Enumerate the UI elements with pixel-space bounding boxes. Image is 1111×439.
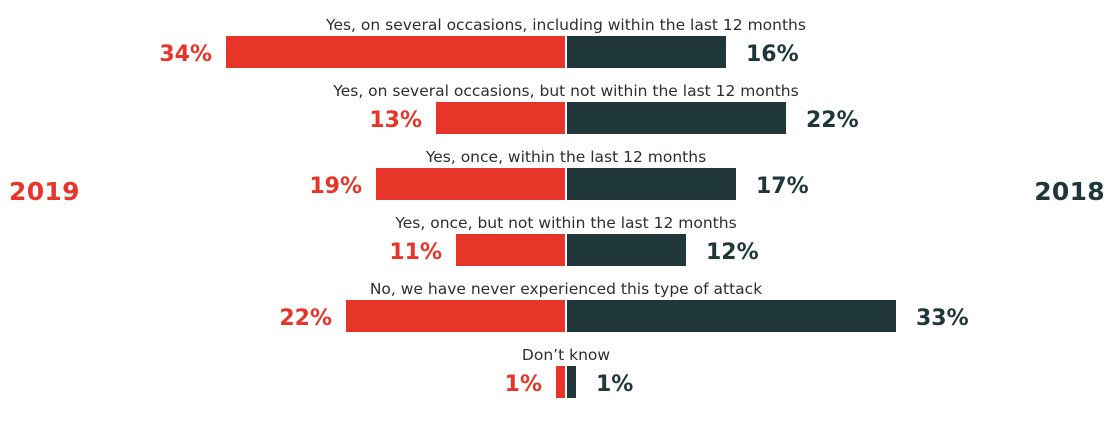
value-label-2018: 1% <box>596 372 633 397</box>
value-label-2018: 12% <box>706 240 759 265</box>
bar-2018 <box>566 168 736 200</box>
bar-2019 <box>226 36 566 68</box>
bar-2018 <box>566 366 576 398</box>
value-label-2018: 17% <box>756 174 809 199</box>
category-label: Yes, on several occasions, but not withi… <box>332 82 798 100</box>
category-label: Yes, once, within the last 12 months <box>425 148 706 166</box>
category-label: Yes, on several occasions, including wit… <box>325 16 806 34</box>
category-label: Yes, once, but not within the last 12 mo… <box>394 214 736 232</box>
series-label-2019: 2019 <box>9 177 80 206</box>
value-label-2019: 13% <box>369 108 422 133</box>
value-label-2018: 33% <box>916 306 969 331</box>
category-label: Don’t know <box>522 346 610 364</box>
bar-2019 <box>456 234 566 266</box>
bar-2019 <box>436 102 566 134</box>
bar-2018 <box>566 102 786 134</box>
value-label-2019: 1% <box>505 372 542 397</box>
value-label-2019: 11% <box>389 240 442 265</box>
bar-2018 <box>566 36 726 68</box>
value-label-2019: 22% <box>279 306 332 331</box>
bar-2019 <box>376 168 566 200</box>
value-label-2019: 34% <box>159 42 212 67</box>
category-label: No, we have never experienced this type … <box>370 280 762 298</box>
bar-2019 <box>346 300 566 332</box>
value-label-2019: 19% <box>309 174 362 199</box>
bar-2019 <box>556 366 566 398</box>
value-label-2018: 22% <box>806 108 859 133</box>
bar-2018 <box>566 300 896 332</box>
series-label-2018: 2018 <box>1034 177 1105 206</box>
value-label-2018: 16% <box>746 42 799 67</box>
bar-2018 <box>566 234 686 266</box>
